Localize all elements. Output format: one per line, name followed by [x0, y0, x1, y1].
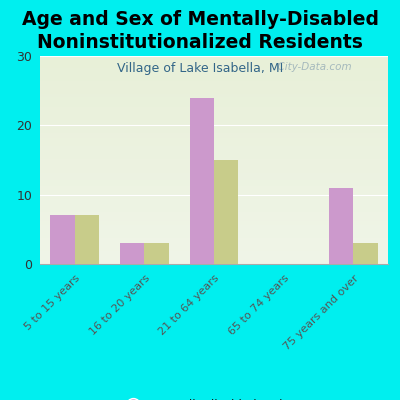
Bar — [190, 98, 214, 264]
Bar — [75, 216, 99, 264]
Bar — [120, 243, 144, 264]
Text: Age and Sex of Mentally-Disabled
Noninstitutionalized Residents: Age and Sex of Mentally-Disabled Noninst… — [22, 10, 378, 52]
Bar — [214, 160, 238, 264]
Bar — [50, 216, 75, 264]
Bar — [329, 188, 353, 264]
Bar — [353, 243, 378, 264]
Bar — [144, 243, 169, 264]
Text: Village of Lake Isabella, MI: Village of Lake Isabella, MI — [117, 62, 283, 75]
Text: City-Data.com: City-Data.com — [271, 62, 352, 72]
Legend: Mentally-disabled males, Mentally-disabled females: Mentally-disabled males, Mentally-disabl… — [116, 395, 312, 400]
